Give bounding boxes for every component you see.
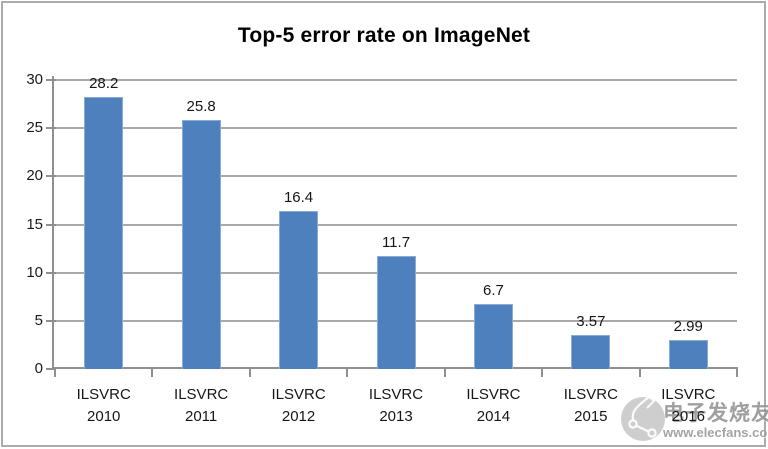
x-category-label: ILSVRC 2016 [661,386,716,425]
bar [181,120,221,369]
bar-value-label: 3.57 [576,312,606,330]
x-category-label: ILSVRC 2013 [368,386,424,425]
bar [473,304,513,369]
bar [279,211,319,369]
y-axis-tick [46,79,56,81]
bar [84,97,124,369]
y-axis-tick [46,127,56,130]
y-tick-label: 25 [26,119,43,137]
bar-value-label: 11.7 [381,234,411,252]
y-axis-tick [46,368,56,370]
bar-value-label: 16.4 [283,189,314,207]
bar [571,334,611,369]
x-axis-tick [443,367,446,377]
y-tick-label: 0 [34,360,43,377]
y-axis-tick [46,175,56,178]
x-axis-tick [346,367,349,377]
y-axis-tick [46,319,56,322]
bar-value-label: 25.8 [186,98,216,116]
chart-title: Top-5 error rate on ImageNet [237,24,531,47]
x-axis-tick [54,367,56,377]
gridline [55,79,737,81]
gridline [55,175,737,178]
x-axis-tick [151,367,154,377]
y-tick-label: 15 [26,215,43,233]
x-category-label: ILSVRC 2012 [271,386,326,425]
x-axis-tick [736,367,738,377]
gridline [55,223,737,226]
x-category-label: ILSVRC 2014 [466,386,521,425]
x-category-label: ILSVRC 2010 [76,386,131,425]
y-axis-line [52,76,54,370]
x-axis-tick [541,367,544,377]
gridline [55,127,737,130]
bar-value-label: 28.2 [89,75,119,93]
y-tick-label: 20 [26,167,43,185]
y-axis-tick [46,271,56,274]
y-axis-tick [46,223,56,226]
x-axis-tick [248,367,251,377]
x-axis-tick [638,367,641,377]
y-tick-label: 10 [26,263,43,281]
x-category-label: ILSVRC 2011 [174,386,229,425]
x-category-label: ILSVRC 2015 [563,386,618,425]
y-tick-label: 30 [26,71,43,88]
plot-area: 28.2 25.8 16.4 11.7 6.7 3.57 2.99 [55,75,737,369]
bar [668,340,708,369]
y-tick-label: 5 [34,311,43,329]
bar [376,256,416,369]
bar-value-label: 6.7 [482,282,504,300]
bar-value-label: 2.99 [673,318,703,336]
